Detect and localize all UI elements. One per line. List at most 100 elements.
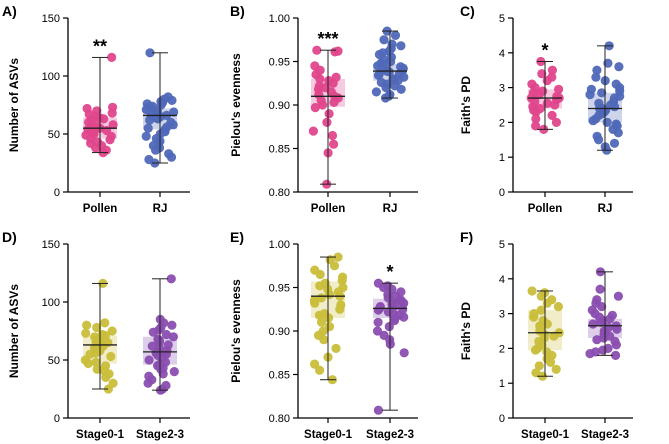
- data-point: [373, 317, 383, 327]
- panel-letter: D): [2, 229, 17, 245]
- x-tick-label: Stage0-1: [76, 429, 125, 441]
- data-point: [527, 286, 537, 296]
- data-point: [372, 326, 383, 336]
- data-point: [614, 62, 624, 72]
- data-point: [166, 152, 177, 162]
- data-point: [553, 302, 564, 312]
- data-point: [81, 328, 91, 338]
- data-point: [322, 117, 332, 127]
- data-point: [167, 95, 177, 105]
- series-pollen: Pollen **: [81, 36, 118, 215]
- data-point: [545, 357, 556, 367]
- series-pollen: Pollen *: [526, 41, 564, 215]
- data-point: [550, 100, 560, 110]
- y-tick-label: 0.80: [269, 413, 290, 425]
- y-tick-label: 1.00: [269, 13, 290, 25]
- panel-letter: F): [460, 229, 473, 245]
- data-point: [609, 102, 620, 112]
- y-tick-label: 0.95: [269, 283, 290, 295]
- data-point: [611, 340, 622, 350]
- x-tick-label: Stage2-3: [581, 429, 629, 441]
- x-tick-label: RJ: [153, 203, 168, 215]
- data-point: [396, 84, 406, 94]
- panel-d: D) Number of ASVs 0 50 100 150 Stage0-1 Stage2-…: [2, 229, 190, 441]
- data-point: [373, 305, 384, 315]
- data-point: [81, 320, 92, 330]
- panel-a: A) Number of ASVs 0 50 100 150 Pollen ** RJ: [2, 3, 190, 215]
- y-axis-title: Pielou's evenness: [229, 53, 243, 157]
- data-point: [107, 108, 117, 118]
- data-point: [335, 304, 345, 314]
- y-tick-label: 1: [499, 378, 505, 390]
- x-tick-label: RJ: [598, 203, 613, 215]
- y-tick-label: 5: [499, 239, 505, 251]
- y-tick-label: 3: [499, 83, 505, 95]
- data-point: [315, 269, 325, 280]
- data-point: [588, 319, 598, 329]
- series-stage2-3: Stage2-3: [136, 274, 184, 441]
- y-tick-label: 50: [48, 355, 60, 367]
- y-tick-label: 0.85: [269, 370, 290, 382]
- data-point: [585, 89, 595, 100]
- data-point: [373, 405, 384, 415]
- data-point: [542, 75, 552, 86]
- data-point: [396, 41, 406, 51]
- data-point: [597, 88, 607, 98]
- data-point: [551, 364, 561, 374]
- data-point: [379, 35, 389, 45]
- y-tick-label: 0.85: [269, 144, 290, 156]
- y-tick-label: 4: [499, 274, 505, 286]
- data-point: [329, 261, 340, 271]
- series-stage2-3: Stage2-3: [581, 267, 629, 441]
- data-point: [319, 335, 329, 345]
- data-point: [529, 312, 539, 322]
- data-point: [549, 331, 559, 341]
- data-point: [597, 302, 607, 312]
- data-point: [169, 367, 179, 377]
- data-point: [143, 378, 153, 388]
- data-point: [101, 372, 111, 383]
- y-tick-label: 100: [42, 297, 60, 309]
- series-pollen: Pollen ***: [308, 29, 345, 215]
- panel-c: C) Faith's PD 0 1 2 3 4 5 Pollen * RJ: [459, 3, 633, 215]
- data-point: [592, 335, 602, 345]
- data-point: [144, 355, 154, 365]
- data-point: [595, 284, 605, 294]
- data-point: [324, 289, 335, 300]
- data-point: [90, 143, 101, 153]
- y-tick-label: 150: [42, 239, 60, 251]
- data-point: [371, 87, 382, 97]
- y-tick-label: 3: [499, 309, 505, 321]
- data-point: [108, 120, 118, 130]
- data-point: [83, 358, 93, 369]
- data-point: [537, 69, 547, 79]
- data-point: [331, 343, 341, 354]
- data-point: [530, 121, 541, 131]
- data-point: [530, 345, 541, 355]
- data-point: [329, 97, 339, 107]
- y-tick-label: 4: [499, 48, 505, 60]
- y-axis-title: Number of ASVs: [7, 58, 21, 153]
- y-tick-label: 0: [54, 413, 60, 425]
- data-point: [384, 67, 394, 77]
- y-tick-label: 2: [499, 117, 505, 129]
- y-tick-label: 1.00: [269, 239, 290, 251]
- data-point: [324, 109, 334, 119]
- panel-letter: C): [460, 3, 475, 19]
- series-rj: RJ: [371, 26, 409, 215]
- data-point: [609, 138, 620, 148]
- y-tick-label: 1: [499, 152, 505, 164]
- data-point: [308, 126, 319, 136]
- data-point: [100, 318, 110, 328]
- data-point: [328, 78, 338, 88]
- y-tick-label: 0.90: [269, 326, 290, 338]
- panel-f: F) Faith's PD 0 1 2 3 4 5 Stage0-1 Stage2-3: [459, 229, 633, 441]
- data-point: [329, 139, 339, 149]
- data-point: [613, 291, 624, 301]
- data-point: [551, 117, 562, 127]
- data-point: [158, 369, 168, 379]
- x-tick-label: Stage0-1: [304, 429, 353, 441]
- panel-e: E) Pielou's evenness 0.80 0.85 0.90 0.95 1.00 S…: [229, 229, 418, 441]
- significance-marker: ***: [317, 29, 338, 49]
- data-point: [99, 114, 109, 124]
